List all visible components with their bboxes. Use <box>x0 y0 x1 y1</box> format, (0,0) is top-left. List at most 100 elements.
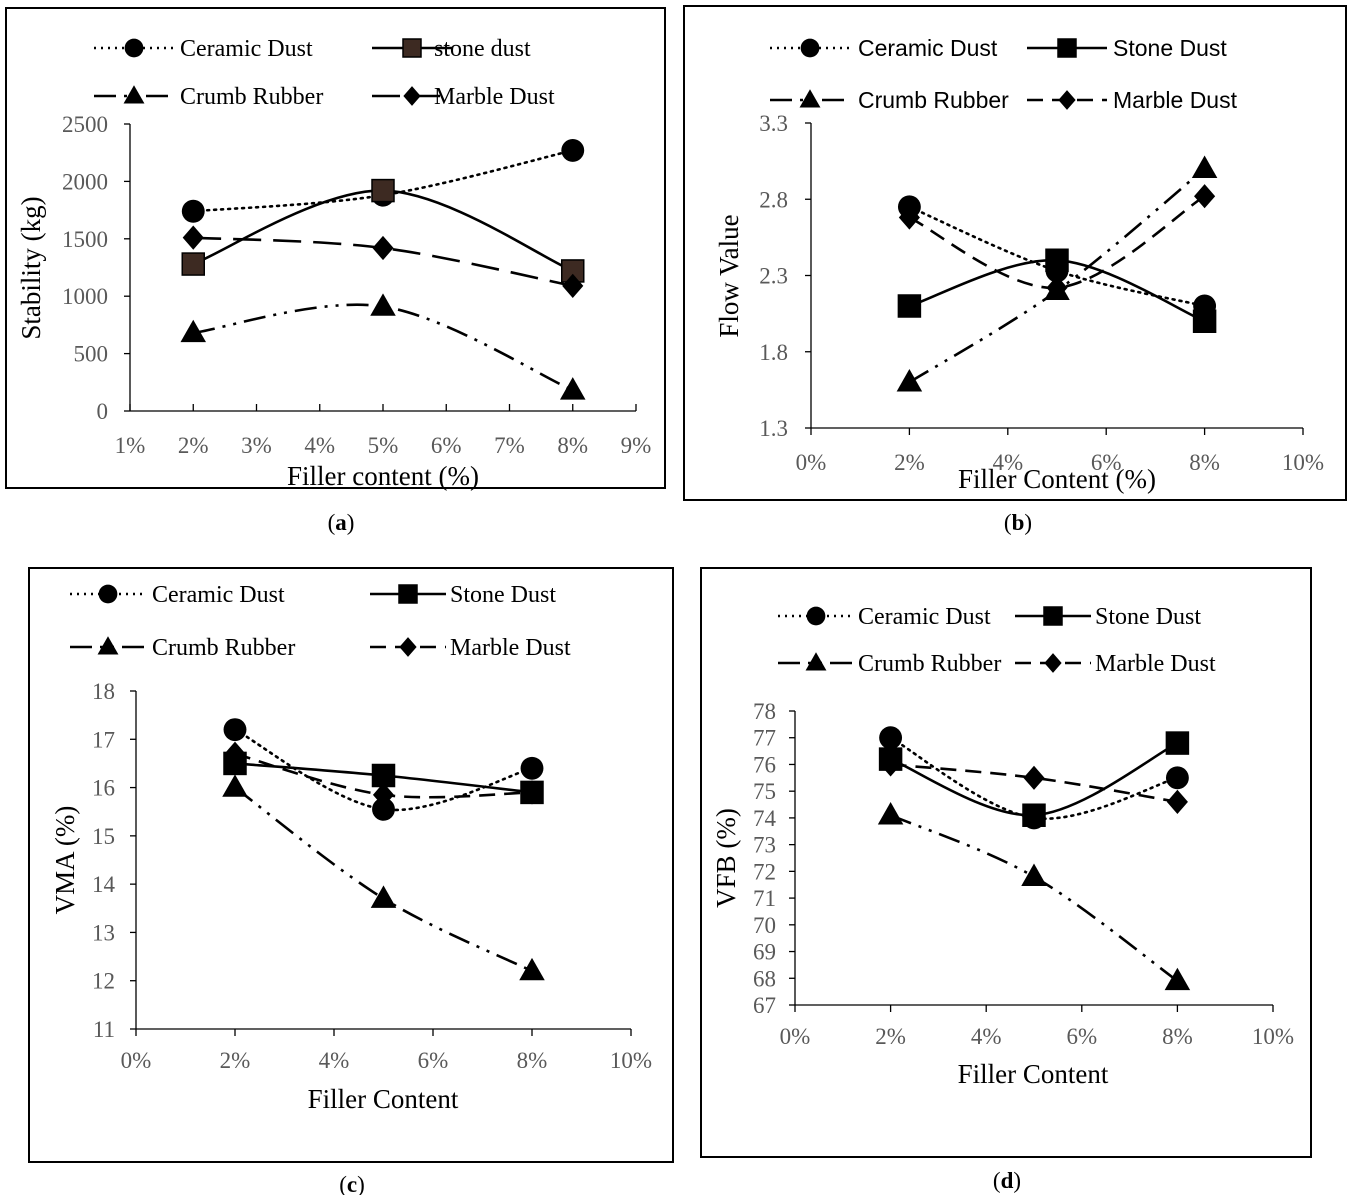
x-axis-title: Filler Content (%) <box>958 464 1156 494</box>
x-tick-label: 1% <box>115 433 146 458</box>
y-axis-title: VMA (%) <box>50 806 80 915</box>
y-tick-label: 16 <box>92 776 115 801</box>
y-tick-label: 3.3 <box>759 111 788 136</box>
legend-label: stone dust <box>434 36 531 62</box>
legend-marker <box>97 636 119 655</box>
legend-marker <box>1044 653 1062 673</box>
x-tick-label: 8% <box>557 433 588 458</box>
x-tick-label: 10% <box>1282 450 1324 475</box>
x-axis-title: Filler Content <box>958 1059 1109 1089</box>
y-tick-label: 72 <box>753 859 776 884</box>
x-tick-label: 5% <box>368 433 399 458</box>
data-point-triangle <box>896 369 923 392</box>
data-point-circle <box>372 797 395 821</box>
y-tick-label: 75 <box>753 779 776 804</box>
panel-b: 0% 2% 4% 6% 8% 10% 1.3 1.8 2.3 2.8 3.3 Filler Conte… <box>683 5 1347 535</box>
y-tick-label: 1500 <box>62 227 108 252</box>
series-line-marble-dust <box>890 763 1178 804</box>
y-tick-label: 77 <box>753 726 776 751</box>
data-point-square <box>181 252 205 276</box>
legend-label: Crumb Rubber <box>858 651 1001 677</box>
legend-label: Stone Dust <box>450 582 556 608</box>
legend-label: Ceramic Dust <box>152 582 285 608</box>
x-tick-label: 8% <box>1162 1024 1193 1049</box>
y-tick-label: 74 <box>753 806 777 831</box>
data-point-diamond <box>1046 275 1068 300</box>
y-tick-label: 73 <box>753 833 776 858</box>
data-point-square <box>1022 803 1046 827</box>
y-tick-label: 2500 <box>62 112 108 137</box>
data-point-square <box>897 294 922 318</box>
data-point-circle <box>223 718 247 742</box>
x-tick-label: 10% <box>610 1048 652 1073</box>
x-tick-label: 9% <box>621 433 652 458</box>
data-point-diamond <box>562 273 584 298</box>
data-point-diamond <box>224 741 246 766</box>
series-line-marble-dust <box>193 236 574 288</box>
panel-caption: (a) <box>328 510 355 535</box>
x-tick-label: 2% <box>875 1024 906 1049</box>
legend-marker <box>98 584 118 604</box>
data-point-square <box>1165 731 1190 755</box>
y-tick-label: 1.3 <box>759 416 788 441</box>
y-tick-label: 1000 <box>62 284 108 309</box>
data-point-square <box>1045 248 1069 272</box>
data-point-diamond <box>898 205 920 230</box>
y-tick-label: 2.8 <box>759 187 788 212</box>
data-point-triangle <box>519 957 545 981</box>
legend-marker <box>1043 606 1063 626</box>
x-tick-label: 8% <box>517 1048 548 1073</box>
data-point-square <box>371 178 395 203</box>
data-point-circle <box>879 726 903 750</box>
y-tick-label: 69 <box>753 940 776 965</box>
data-point-diamond <box>1023 765 1045 790</box>
legend-label: Marble Dust <box>450 635 571 661</box>
x-tick-label: 0% <box>796 450 827 475</box>
legend-label: Ceramic Dust <box>858 604 991 630</box>
legend-label: Ceramic Dust <box>858 35 998 61</box>
legend-label: Ceramic Dust <box>180 36 313 62</box>
x-tick-label: 4% <box>971 1024 1002 1049</box>
x-tick-label: 7% <box>494 433 525 458</box>
x-axis-title: Filler content (%) <box>287 461 479 491</box>
legend-marker <box>123 85 145 104</box>
y-tick-label: 18 <box>92 679 115 704</box>
panel-a: 1% 2% 3% 4% 5% 6% 7% 8% 9% 0 500 1000 1500 2000 2500 Fi… <box>5 7 666 535</box>
legend-label: Marble Dust <box>434 84 555 110</box>
data-point-circle <box>520 756 544 780</box>
y-tick-label: 12 <box>92 969 115 994</box>
y-tick-label: 2.3 <box>759 264 788 289</box>
panel-caption: (b) <box>1004 510 1032 535</box>
y-axis-title: Flow Value <box>714 214 744 337</box>
data-point-diamond <box>182 225 204 250</box>
legend-marker <box>799 89 821 108</box>
legend-marker <box>800 38 820 58</box>
panel-frame <box>683 5 1347 501</box>
legend-marker <box>402 38 422 58</box>
x-tick-label: 2% <box>220 1048 251 1073</box>
data-point-circle <box>181 199 205 223</box>
y-tick-label: 11 <box>93 1017 115 1042</box>
panel-c: 0% 2% 4% 6% 8% 10% 11 12 13 14 15 16 17 18 Filler Cont… <box>28 567 674 1195</box>
data-point-diamond <box>880 752 902 777</box>
data-point-triangle <box>877 802 904 825</box>
legend-marker <box>1058 90 1076 110</box>
x-tick-label: 4% <box>319 1048 350 1073</box>
x-tick-label: 2% <box>178 433 209 458</box>
data-point-square <box>1192 309 1217 333</box>
y-tick-label: 2000 <box>62 169 108 194</box>
x-tick-label: 0% <box>121 1048 152 1073</box>
data-point-diamond <box>1166 789 1188 814</box>
data-point-triangle <box>1021 863 1047 886</box>
legend-label: Marble Dust <box>1095 651 1216 677</box>
y-tick-label: 70 <box>753 913 776 938</box>
x-tick-label: 6% <box>418 1048 449 1073</box>
data-point-diamond <box>521 780 543 805</box>
data-point-circle <box>561 138 585 162</box>
x-axis-title: Filler Content <box>308 1084 459 1114</box>
legend-marker <box>806 606 826 626</box>
y-tick-label: 500 <box>74 342 109 367</box>
data-point-triangle <box>1164 967 1191 991</box>
